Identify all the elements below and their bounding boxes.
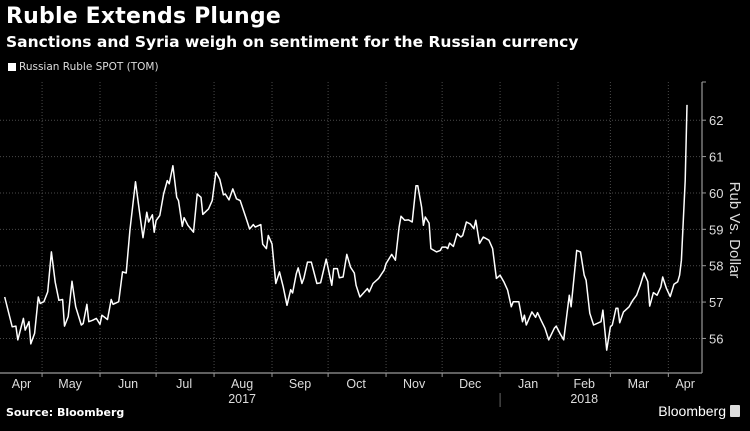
x-tick-label: May (58, 377, 82, 391)
x-tick-label: Mar (628, 377, 650, 391)
tick-labels: 56 57 58 59 60 61 62 Apr May Jun Jul Aug Sep Oct Nov De… (12, 113, 724, 406)
year-label: 2018 (570, 392, 598, 406)
x-tick-label: Dec (459, 377, 481, 391)
y-tick-label: 56 (709, 331, 723, 346)
x-tick-label: Jul (176, 377, 192, 391)
y-tick-label: 58 (709, 259, 723, 274)
x-tick-label: Jun (118, 377, 138, 391)
year-label: 2017 (228, 392, 256, 406)
x-tick-label: Nov (403, 377, 426, 391)
x-tick-label: Apr (12, 377, 31, 391)
series-line-russian-ruble (3, 104, 688, 351)
x-tick-label: Oct (346, 377, 366, 391)
bloomberg-chart-icon (730, 405, 740, 417)
legend: Russian Ruble SPOT (TOM) (8, 61, 159, 73)
y-tick-label: 60 (709, 186, 723, 201)
x-tick-label: Jan (518, 377, 538, 391)
brand-label: Bloomberg (658, 403, 726, 419)
gridlines (0, 82, 702, 373)
y-tick-label: 61 (709, 150, 723, 165)
x-tick-label: Sep (289, 377, 311, 391)
x-tick-label: Feb (573, 377, 595, 391)
x-tick-label: Apr (675, 377, 694, 391)
source-note: Source: Bloomberg (6, 406, 125, 419)
chart-subtitle: Sanctions and Syria weigh on sentiment f… (6, 33, 579, 51)
legend-label: Russian Ruble SPOT (TOM) (19, 61, 159, 73)
chart-title: Ruble Extends Plunge (6, 4, 281, 29)
y-tick-label: 59 (709, 222, 723, 237)
x-tick-label: Aug (231, 377, 253, 391)
y-axis-label: Rub Vs. Dollar (726, 182, 743, 279)
legend-swatch (8, 63, 16, 71)
y-tick-label: 57 (709, 295, 723, 310)
y-tick-label: 62 (709, 113, 723, 128)
bloomberg-logo: Bloomberg (658, 403, 740, 419)
axes (0, 81, 706, 407)
